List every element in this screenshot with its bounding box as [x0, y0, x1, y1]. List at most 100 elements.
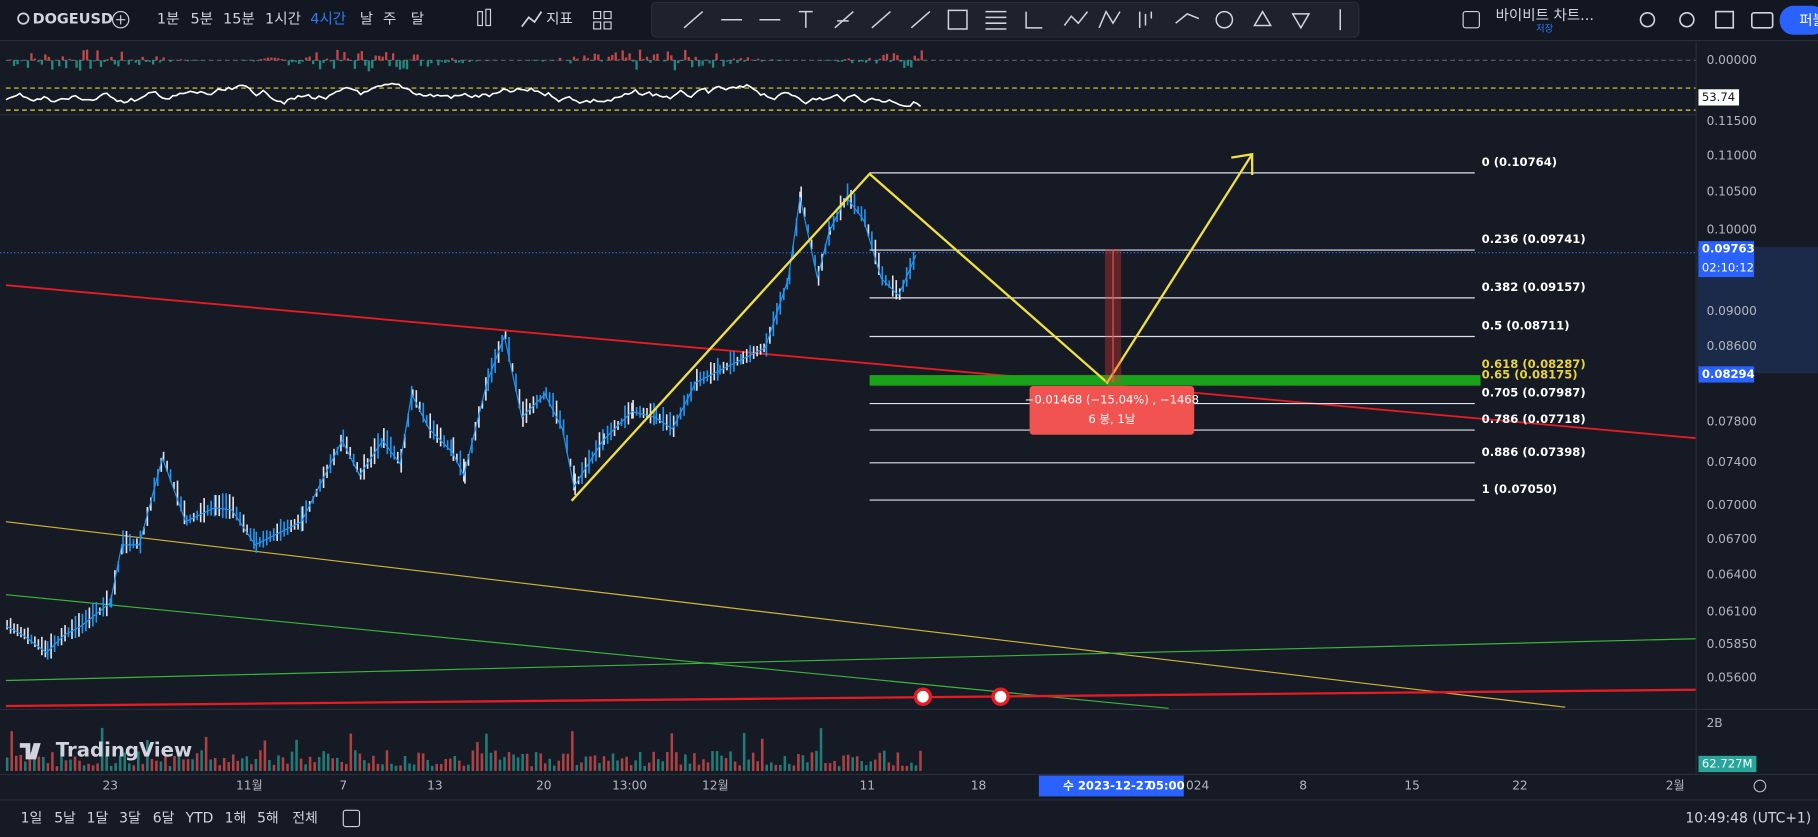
range-button[interactable]: 6달 [153, 810, 175, 826]
drawing-tool[interactable] [1253, 10, 1273, 27]
volume-bar [467, 764, 470, 771]
search-icon[interactable] [17, 12, 30, 25]
range-button[interactable]: YTD [185, 810, 214, 826]
indicators-icon[interactable] [521, 11, 543, 28]
drawing-tool[interactable] [1098, 9, 1121, 29]
range-button[interactable]: 5날 [54, 810, 76, 826]
histogram-bar [892, 53, 896, 61]
histogram-bar [158, 60, 162, 63]
layout-name[interactable]: 바이비트 차트... [1496, 7, 1594, 24]
histogram-bar [391, 53, 395, 61]
symbol[interactable]: DOGEUSD [33, 12, 113, 28]
drawing-tool[interactable] [1025, 11, 1043, 29]
interval-button[interactable]: 5분 [191, 12, 214, 28]
histogram-bar [61, 56, 64, 61]
drawing-tool[interactable] [683, 11, 704, 29]
drawing-tool[interactable] [1063, 11, 1089, 26]
histogram-bar [92, 60, 96, 62]
drawing-tool[interactable] [834, 11, 854, 29]
volume-bar [548, 758, 552, 771]
range-button[interactable]: 5해 [257, 810, 279, 826]
histogram-bar [145, 60, 148, 63]
histogram-bar [51, 60, 54, 70]
time-axis-settings[interactable] [1753, 779, 1767, 793]
histogram-bar [701, 60, 704, 66]
add-symbol-icon[interactable] [111, 11, 130, 29]
histogram-bar [593, 53, 596, 61]
range-button[interactable]: 3달 [119, 810, 141, 826]
projection-arrow [1231, 152, 1254, 176]
histogram-bar [151, 60, 155, 65]
volume-bar [837, 766, 841, 771]
volume-bar [150, 759, 154, 771]
volume-bar [476, 742, 479, 771]
histogram-bar [475, 60, 478, 62]
snapshot-icon[interactable] [1750, 11, 1774, 29]
range-button[interactable]: 1해 [225, 810, 247, 826]
layout-checkbox[interactable] [1462, 11, 1480, 29]
histogram-bar [430, 60, 433, 64]
chart-type-icon[interactable] [477, 11, 483, 27]
volume-bar [602, 756, 606, 771]
time-label: 20 [536, 778, 551, 792]
time-label: 13 [427, 778, 442, 792]
interval-button[interactable]: 1시간 [265, 11, 301, 28]
publish-label[interactable]: 퍼블 [1799, 12, 1818, 29]
interval-button[interactable]: 날 [360, 11, 373, 28]
drawing-tool[interactable] [798, 10, 813, 28]
volume-bar [245, 756, 249, 771]
histogram-bar [110, 56, 113, 61]
event-marker-inner [917, 690, 929, 703]
volume-bar [123, 752, 127, 771]
range-button[interactable]: 전체 [292, 810, 318, 826]
volume-bar [580, 762, 583, 771]
measure-box [1029, 386, 1195, 435]
indicators-button[interactable]: 지표 [546, 11, 573, 28]
volume-bar [507, 752, 511, 771]
interval-button[interactable]: 15분 [223, 12, 255, 28]
range-button[interactable]: 1일 [21, 810, 43, 826]
drawing-tool[interactable] [1291, 13, 1311, 30]
chart-type-icon-2 [485, 8, 492, 27]
interval-button[interactable]: 4시간 [310, 11, 346, 28]
time-label: 11월 [236, 778, 263, 792]
drawing-tool[interactable] [1138, 11, 1153, 28]
histogram-bar [378, 55, 381, 61]
histogram-bar [12, 60, 16, 66]
settings-icon[interactable] [1679, 11, 1695, 28]
histogram-bar [837, 60, 840, 62]
histogram-bar [739, 58, 743, 61]
volume-bar [512, 754, 515, 771]
drawing-tool[interactable] [947, 9, 968, 30]
drawing-tool[interactable] [985, 10, 1007, 30]
drawing-tool[interactable] [871, 11, 891, 29]
histogram-bar [847, 58, 850, 61]
templates-icon[interactable] [593, 11, 612, 30]
alert-icon[interactable] [1639, 11, 1656, 28]
histogram-bar [903, 60, 906, 68]
volume-bar [272, 764, 276, 771]
fib-label: 0.5 (0.08711) [1482, 319, 1570, 333]
drawing-tool[interactable] [1175, 13, 1200, 24]
interval-button[interactable]: 달 [411, 11, 424, 28]
volume-bar [335, 757, 339, 771]
histogram-bar [569, 60, 572, 64]
interval-button[interactable]: 1분 [157, 12, 180, 28]
histogram-bar [743, 60, 746, 62]
histogram-bar [82, 50, 85, 61]
histogram-bar [611, 55, 614, 61]
marker-price: 0.08294 [1702, 367, 1755, 381]
date-range-icon[interactable] [342, 809, 361, 828]
fullscreen-icon[interactable] [1715, 10, 1735, 29]
publish-button[interactable] [1779, 5, 1818, 35]
volume-bar [530, 766, 533, 771]
range-button[interactable]: 1달 [87, 810, 109, 826]
histogram-bar [190, 60, 193, 61]
drawing-tool[interactable] [1215, 10, 1234, 29]
volume-bar [516, 757, 520, 771]
histogram-bar [708, 60, 711, 64]
histogram-bar [402, 60, 405, 69]
interval-button[interactable]: 주 [383, 12, 396, 28]
histogram-bar [875, 60, 878, 64]
drawing-tool[interactable] [910, 11, 931, 29]
